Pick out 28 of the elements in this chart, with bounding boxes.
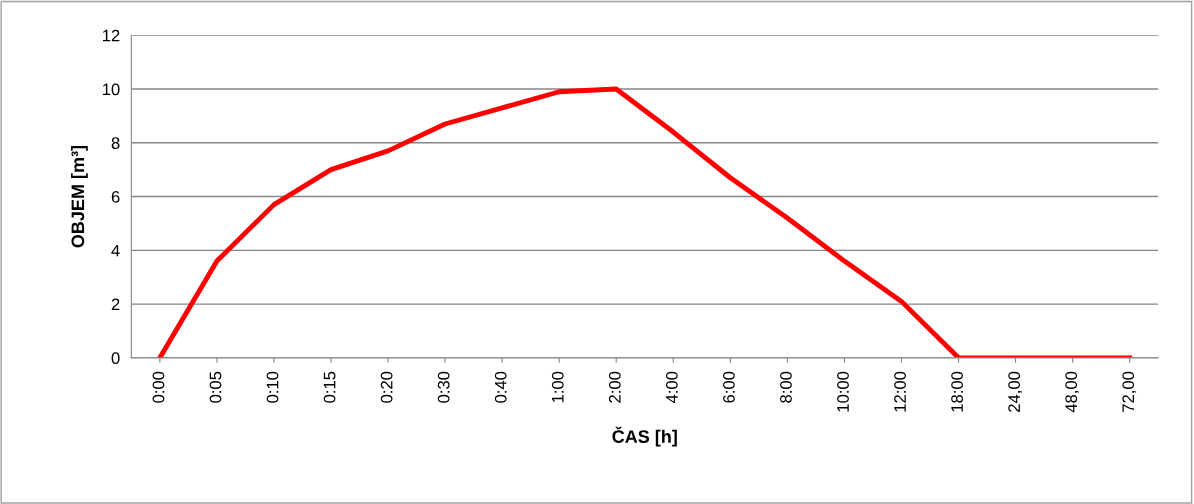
x-tick-label: 0:20 (380, 371, 393, 403)
x-tick-label: 0:40 (494, 371, 507, 403)
y-tick-label: 6 (111, 190, 120, 203)
y-tick-label: 10 (102, 83, 120, 96)
y-tick-label: 12 (102, 29, 120, 42)
y-tick-label: 0 (111, 352, 120, 365)
x-tick-label: 0:30 (437, 371, 450, 403)
y-tick-label: 8 (111, 137, 120, 149)
x-tick-label: 48,00 (1065, 371, 1080, 413)
x-axis-title: ČAS [h] (612, 426, 677, 447)
y-tick-label: 2 (111, 298, 120, 311)
x-tick-label: 24,00 (1008, 371, 1023, 412)
x-tick-label: 18:00 (951, 371, 963, 412)
x-tick-label: 1:00 (551, 371, 564, 403)
x-tick-label: 0:10 (266, 371, 279, 403)
x-tick-label: 0:00 (152, 371, 165, 403)
x-tick-label: 4:00 (665, 371, 678, 404)
x-tick-label: 12:00 (894, 371, 906, 412)
x-tick-label: 2:00 (608, 371, 621, 403)
y-axis-title: OBJEM [m³] (70, 145, 88, 248)
x-tick-label: 0:15 (323, 371, 336, 403)
x-tick-label: 10:00 (837, 371, 849, 412)
x-tick-label: 0:05 (209, 371, 222, 403)
x-tick-label: 6:00 (723, 371, 735, 403)
x-tick-label: 72,00 (1122, 371, 1137, 412)
line-series (157, 86, 1133, 358)
x-tick-label: 8:00 (780, 371, 792, 403)
y-tick-label: 4 (111, 244, 120, 257)
